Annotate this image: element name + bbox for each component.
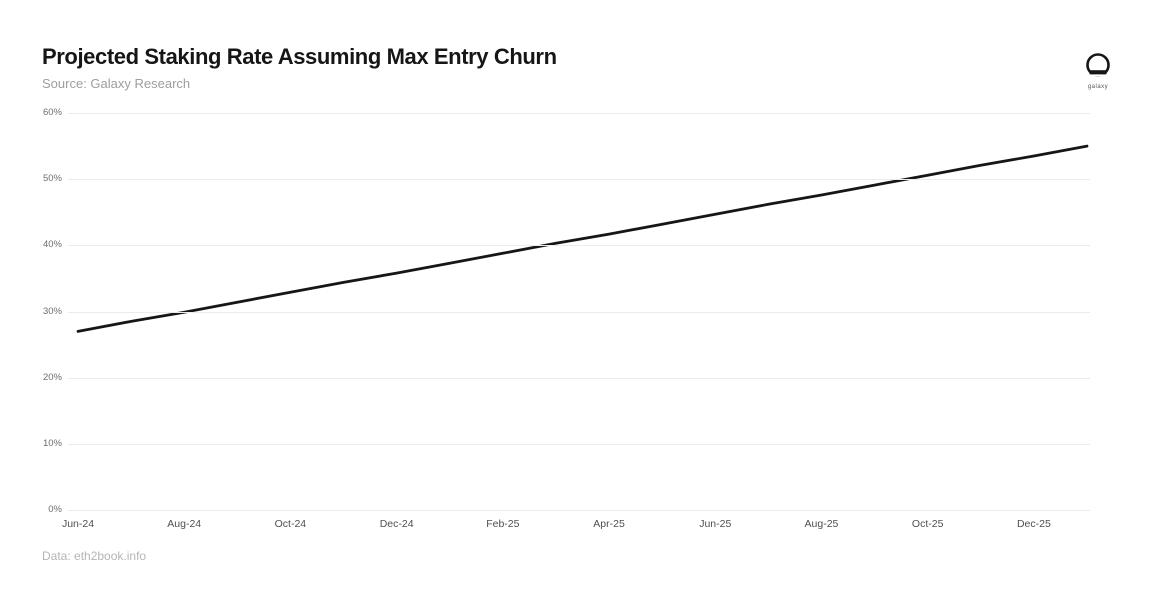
x-axis-tick-label: Dec-25 xyxy=(1016,518,1051,530)
x-axis-tick-label: Dec-24 xyxy=(379,518,414,530)
y-axis-tick-label: 0% xyxy=(48,504,62,515)
y-axis-tick-label: 10% xyxy=(42,438,62,449)
y-gridline xyxy=(68,179,1090,180)
x-axis-tick-label: Feb-25 xyxy=(486,518,520,530)
x-axis-tick-label: Oct-25 xyxy=(911,518,944,530)
y-gridline xyxy=(68,444,1090,445)
data-source-note: Data: eth2book.info xyxy=(42,549,147,563)
galaxy-logo-icon xyxy=(1086,53,1110,77)
x-axis-tick-label: Aug-25 xyxy=(804,518,839,530)
y-axis-tick-label: 40% xyxy=(42,239,62,250)
y-gridline xyxy=(68,510,1090,511)
chart-title: Projected Staking Rate Assuming Max Entr… xyxy=(42,44,557,69)
galaxy-logo-label: galaxy xyxy=(1087,84,1109,90)
chart-subtitle: Source: Galaxy Research xyxy=(42,76,191,91)
x-axis-tick-label: Jun-24 xyxy=(61,518,95,530)
y-axis-tick-label: 60% xyxy=(42,107,62,118)
y-axis-tick-label: 20% xyxy=(42,372,62,383)
galaxy-logo: galaxy xyxy=(1076,52,1120,90)
y-axis-tick-label: 30% xyxy=(42,306,62,317)
x-axis-tick-label: Jun-25 xyxy=(699,518,732,530)
y-gridline xyxy=(68,312,1090,313)
y-gridline xyxy=(68,378,1090,379)
x-axis-tick-label: Apr-25 xyxy=(593,518,625,530)
y-gridline xyxy=(68,245,1090,246)
x-axis-tick-label: Aug-24 xyxy=(167,518,202,530)
y-gridline xyxy=(68,113,1090,114)
x-axis-tick-label: Oct-24 xyxy=(274,518,307,530)
y-axis-tick-label: 50% xyxy=(42,173,62,184)
